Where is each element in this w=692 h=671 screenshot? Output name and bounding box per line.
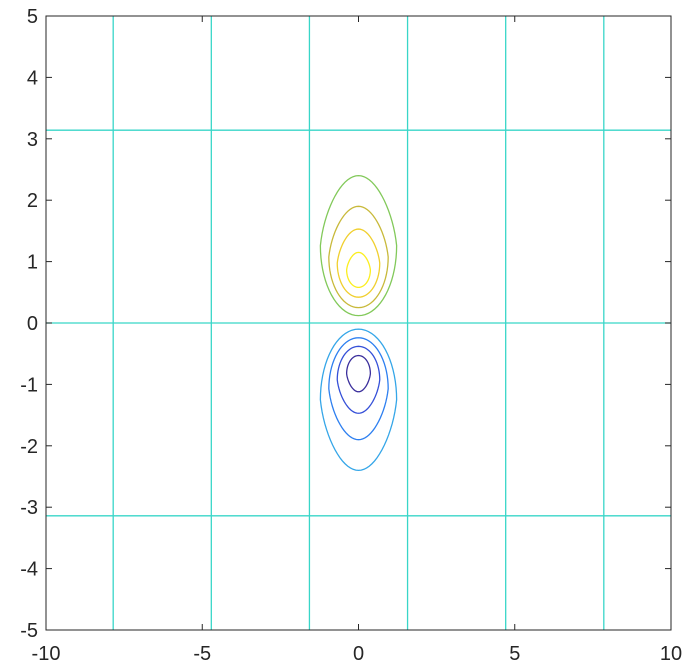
tick-marks: [45, 15, 672, 631]
y-tick-label-4: -1: [20, 374, 38, 396]
x-tick-label-2: 0: [353, 643, 364, 665]
x-tick-label-1: -5: [193, 643, 211, 665]
y-tick-label-5: 0: [27, 313, 38, 335]
negative-lobe-contour-0: [319, 328, 398, 472]
y-tick-label-3: -2: [20, 436, 38, 458]
negative-lobe-contour-3: [345, 354, 372, 393]
positive-lobe-contour-2: [336, 228, 381, 298]
positive-lobe-contour-0: [319, 174, 398, 317]
x-tick-label-4: 10: [660, 643, 682, 665]
negative-lobe-contour-1: [328, 337, 389, 441]
y-tick-label-0: -5: [20, 620, 38, 642]
x-tick-labels: -10 -5 0 5 10: [32, 643, 683, 665]
y-tick-label-1: -4: [20, 559, 38, 581]
positive-lobe-contour-1: [328, 205, 389, 309]
y-tick-label-7: 2: [27, 190, 38, 212]
y-tick-label-9: 4: [27, 67, 38, 89]
y-tick-labels: -5 -4 -3 -2 -1 0 1 2 3 4 5: [20, 6, 38, 642]
contour-lines: [46, 16, 671, 630]
x-tick-label-0: -10: [32, 643, 61, 665]
y-tick-label-2: -3: [20, 497, 38, 519]
y-tick-label-8: 3: [27, 129, 38, 151]
positive-lobe-contour-3: [345, 251, 372, 289]
x-tick-label-3: 5: [509, 643, 520, 665]
negative-lobe-contour-2: [336, 345, 381, 414]
y-tick-label-10: 5: [27, 6, 38, 28]
y-tick-label-6: 1: [27, 252, 38, 274]
